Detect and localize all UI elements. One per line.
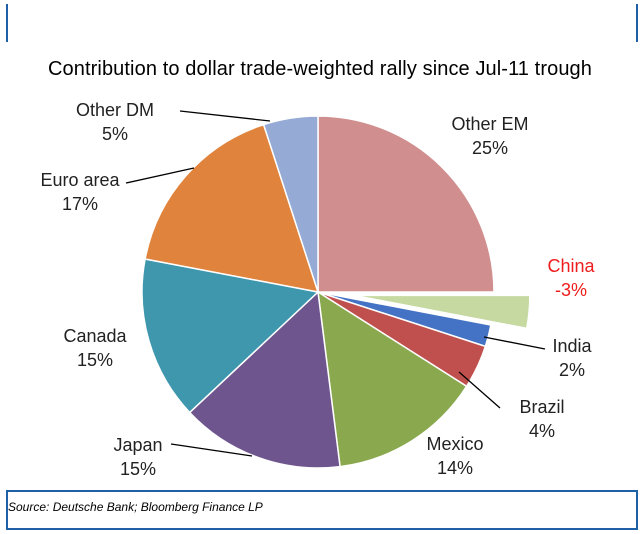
leader-line: [483, 336, 546, 350]
slice-value-canada: 15%: [77, 350, 113, 370]
slice-value-brazil: 4%: [529, 421, 555, 441]
slice-value-india: 2%: [559, 360, 585, 380]
leader-line: [179, 110, 271, 122]
slice-label-brazil: Brazil: [519, 397, 564, 417]
slice-value-mexico: 14%: [437, 458, 473, 478]
source-note: Source: Deutsche Bank; Bloomberg Finance…: [8, 500, 263, 514]
slice-value-china: -3%: [555, 280, 587, 300]
leader-line: [458, 371, 501, 409]
pie-slice-japan: [188, 290, 341, 469]
slice-label-mexico: Mexico: [426, 434, 483, 454]
slice-value-other-dm: 5%: [102, 124, 128, 144]
pie-slice-canada: [141, 258, 320, 414]
slice-label-euro-area: Euro area: [40, 170, 120, 190]
slice-label-canada: Canada: [63, 326, 127, 346]
slice-label-japan: Japan: [113, 435, 162, 455]
chart-frame-bottom: [6, 490, 638, 530]
chart-frame-top: [6, 4, 638, 42]
slice-label-china: China: [547, 256, 595, 276]
slice-value-other-em: 25%: [472, 138, 508, 158]
pie-slice-china: [353, 294, 531, 330]
slice-label-other-em: Other EM: [451, 114, 528, 134]
pie-slice-other-dm: [262, 115, 319, 293]
pie-slice-euro-area: [144, 123, 320, 293]
slice-label-other-dm: Other DM: [76, 100, 154, 120]
leader-line: [170, 443, 253, 457]
slice-value-euro-area: 17%: [62, 194, 98, 214]
chart-title: Contribution to dollar trade-weighted ra…: [48, 58, 592, 80]
pie-slice-other-em: [317, 115, 495, 293]
leader-line: [125, 167, 195, 184]
pie-slice-mexico: [317, 290, 468, 468]
leader-lines: [125, 110, 546, 457]
pie-slices: [141, 115, 531, 469]
slice-labels: Other EM 25% China -3% India 2% Brazil 4% Mexico…: [40, 100, 595, 479]
slice-value-japan: 15%: [120, 459, 156, 479]
frame-divider: [6, 490, 638, 492]
slice-label-india: India: [552, 336, 592, 356]
